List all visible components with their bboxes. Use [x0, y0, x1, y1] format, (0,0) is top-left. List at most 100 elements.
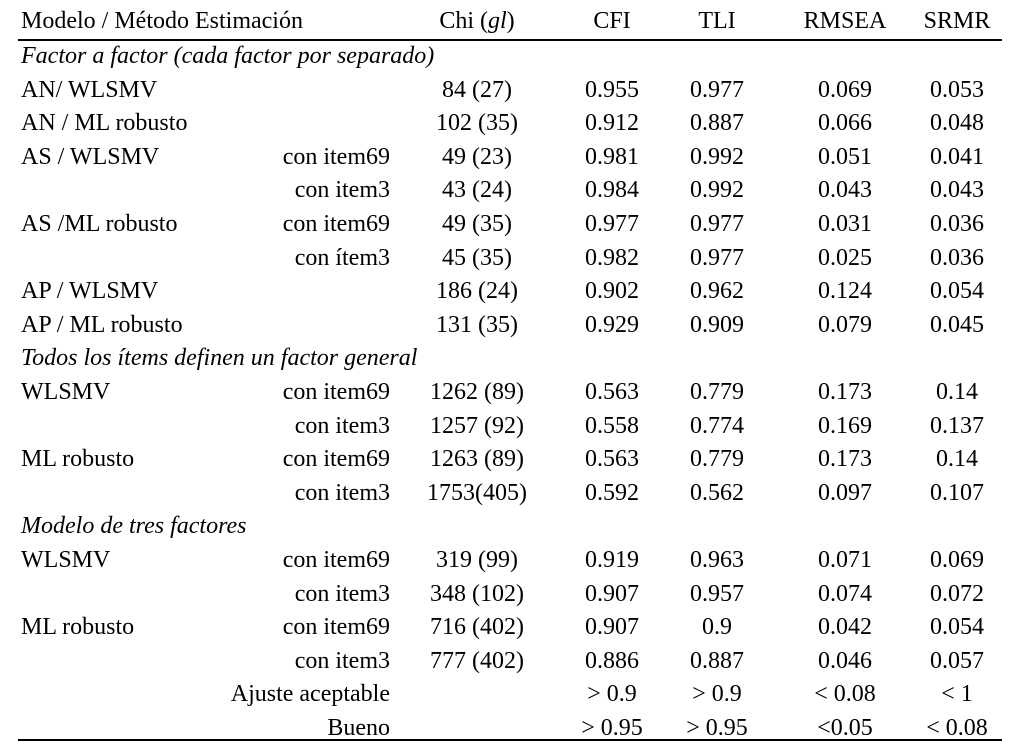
cell-cfi: 0.919 [585, 547, 639, 573]
cell-cfi: 0.886 [585, 647, 639, 674]
section-label: Factor a factor (cada factor por separad… [21, 43, 435, 69]
table-row: ML robusto con item69 716 (402) 0.907 0.9 0.0… [18, 611, 1002, 644]
cell-variant: con item69 [282, 379, 390, 405]
cell-tli: 0.977 [690, 211, 744, 237]
cell-tli: 0.779 [690, 379, 744, 405]
cell-cfi: 0.984 [585, 177, 639, 204]
cell-chi: 186 (24) [436, 278, 518, 305]
table-row: AP / WLSMV 186 (24) 0.902 0.962 0.124 0.054 [18, 275, 1002, 308]
cell-rmsea: 0.031 [818, 211, 872, 237]
cell-tli: 0.887 [690, 110, 744, 137]
cell-chi: 102 (35) [436, 110, 518, 137]
header-chi: Chi (gl) [439, 8, 515, 34]
header-cfi: CFI [593, 8, 631, 34]
cell-variant: con item69 [282, 547, 390, 573]
table-row: AS / WLSMV con item69 49 (23) 0.981 0.992 0.0… [18, 141, 1002, 174]
cell-variant: con ítem3 [294, 244, 390, 271]
cell-rmsea: <0.05 [817, 715, 873, 741]
cell-tli: 0.992 [690, 177, 744, 204]
cell-model: AN / ML robusto [21, 110, 188, 137]
cell-cfi: 0.907 [585, 614, 639, 641]
cell-cfi: > 0.9 [587, 681, 637, 708]
cell-cfi: 0.955 [585, 76, 639, 103]
cell-srmr: 0.041 [930, 143, 984, 170]
cell-rmsea: 0.097 [818, 479, 872, 506]
cell-model: WLSMV [21, 379, 111, 405]
cell-srmr: 0.045 [930, 311, 984, 338]
cell-tli: 0.962 [690, 278, 744, 305]
cell-tli: 0.957 [690, 580, 744, 607]
section-row: Modelo de tres factores [18, 510, 1002, 543]
cell-chi: 1753(405) [427, 479, 527, 506]
section-label: Modelo de tres factores [21, 513, 247, 540]
cell-rmsea: 0.025 [818, 244, 872, 271]
cell-rmsea: 0.173 [818, 379, 872, 405]
cell-tli: 0.992 [690, 143, 744, 170]
cell-variant: con item69 [282, 446, 390, 473]
cell-rmsea: < 0.08 [814, 681, 876, 708]
cell-variant: Ajuste aceptable [230, 681, 390, 708]
cell-variant: con item3 [294, 479, 390, 506]
cell-tli: 0.977 [690, 76, 744, 103]
cell-tli: > 0.9 [692, 681, 742, 708]
cell-chi: 131 (35) [436, 311, 518, 338]
cell-variant: con item69 [282, 211, 390, 237]
cell-model: WLSMV [21, 547, 111, 573]
cell-srmr: 0.14 [936, 446, 978, 473]
cell-model: AN/ WLSMV [21, 76, 158, 103]
cell-rmsea: 0.124 [818, 278, 872, 305]
table-row: con ítem3 45 (35) 0.982 0.977 0.025 0.036 [18, 242, 1002, 275]
cell-variant: con item3 [294, 647, 390, 674]
table-row: Bueno > 0.95 > 0.95 <0.05 < 0.08 [18, 712, 1002, 745]
cell-srmr: 0.069 [930, 547, 984, 573]
cell-chi: 319 (99) [436, 547, 518, 573]
cell-cfi: 0.563 [585, 379, 639, 405]
table-row: con item3 1753(405) 0.592 0.562 0.097 0.107 [18, 477, 1002, 510]
cell-srmr: 0.048 [930, 110, 984, 137]
cell-srmr: 0.107 [930, 479, 984, 506]
table-row: AN/ WLSMV 84 (27) 0.955 0.977 0.069 0.053 [18, 74, 1002, 107]
table-row: AP / ML robusto 131 (35) 0.929 0.909 0.079 0.… [18, 309, 1002, 342]
cell-cfi: 0.592 [585, 479, 639, 506]
cell-tli: 0.774 [690, 412, 744, 439]
cell-chi: 45 (35) [442, 244, 512, 271]
cell-tli: 0.909 [690, 311, 744, 338]
table-header: Modelo / Método Estimación Chi (gl) CFI … [18, 5, 1002, 38]
cell-tli: 0.562 [690, 479, 744, 506]
cell-chi: 49 (23) [442, 143, 512, 170]
cell-variant: con item69 [282, 143, 390, 170]
cell-srmr: < 0.08 [926, 715, 988, 741]
cell-rmsea: 0.046 [818, 647, 872, 674]
header-tli: TLI [698, 8, 736, 34]
cell-tli: 0.9 [702, 614, 732, 641]
table-row: con item3 348 (102) 0.907 0.957 0.074 0.072 [18, 578, 1002, 611]
table-row: Ajuste aceptable > 0.9 > 0.9 < 0.08 < 1 [18, 678, 1002, 711]
cell-cfi: 0.558 [585, 412, 639, 439]
cell-variant: con item3 [294, 177, 390, 204]
cell-tli: 0.963 [690, 547, 744, 573]
table-row: AN / ML robusto 102 (35) 0.912 0.887 0.066 0.… [18, 107, 1002, 140]
cell-tli: 0.977 [690, 244, 744, 271]
cell-tli: 0.779 [690, 446, 744, 473]
cell-model: ML robusto [21, 614, 135, 641]
cell-chi: 348 (102) [430, 580, 524, 607]
cell-tli: 0.887 [690, 647, 744, 674]
cell-srmr: 0.036 [930, 211, 984, 237]
table-row: AS /ML robusto con item69 49 (35) 0.977 0.97… [18, 208, 1002, 241]
bottom-rule [18, 739, 1002, 741]
cell-chi: 49 (35) [442, 211, 512, 237]
cell-srmr: 0.137 [930, 412, 984, 439]
cell-chi: 777 (402) [430, 647, 524, 674]
cell-rmsea: 0.066 [818, 110, 872, 137]
header-srmr: SRMR [923, 8, 991, 34]
table-row: WLSMV con item69 319 (99) 0.919 0.963 0.071 0.… [18, 544, 1002, 577]
cell-srmr: 0.072 [930, 580, 984, 607]
cell-rmsea: 0.079 [818, 311, 872, 338]
cell-variant: con item3 [294, 412, 390, 439]
cell-model: AS /ML robusto [21, 211, 178, 237]
cell-rmsea: 0.043 [818, 177, 872, 204]
cell-chi: 43 (24) [442, 177, 512, 204]
cell-variant: con item69 [282, 614, 390, 641]
cell-rmsea: 0.169 [818, 412, 872, 439]
cell-cfi: 0.907 [585, 580, 639, 607]
